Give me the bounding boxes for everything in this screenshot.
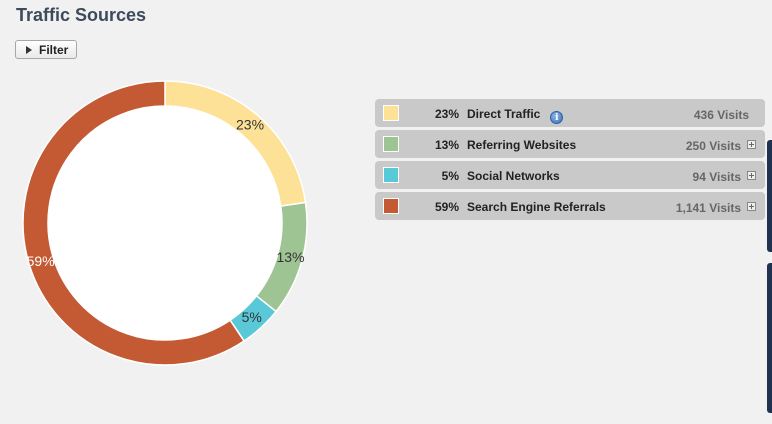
legend-visits: 94 Visits <box>692 170 741 184</box>
legend-row-referring-websites[interactable]: 13% Referring Websites 250 Visits <box>375 130 765 158</box>
donut-slice-search-engine-referrals[interactable] <box>22 80 246 366</box>
traffic-legend: 23% Direct Traffic i 436 Visits 13% Refer… <box>375 99 765 223</box>
traffic-donut-chart: 23% 13% 5% 59% <box>22 80 308 366</box>
legend-swatch <box>383 167 399 183</box>
legend-visits: 250 Visits <box>685 139 741 153</box>
expand-plus-icon[interactable] <box>747 171 756 180</box>
legend-swatch <box>383 136 399 152</box>
legend-label: Social Networks <box>467 169 560 183</box>
legend-percent: 23% <box>434 107 459 121</box>
legend-swatch <box>383 198 399 214</box>
page-title: Traffic Sources <box>16 5 147 25</box>
filter-button-label: Filter <box>39 42 69 57</box>
legend-row-direct-traffic[interactable]: 23% Direct Traffic i 436 Visits <box>375 99 765 127</box>
legend-percent: 13% <box>434 138 459 152</box>
expand-plus-icon[interactable] <box>747 140 756 149</box>
filter-button[interactable]: Filter <box>15 40 77 59</box>
legend-row-search-engine-referrals[interactable]: 59% Search Engine Referrals 1,141 Visits <box>375 192 765 220</box>
legend-percent: 59% <box>434 200 459 214</box>
legend-swatch <box>383 105 399 121</box>
legend-visits: 1,141 Visits <box>675 201 741 215</box>
legend-row-social-networks[interactable]: 5% Social Networks 94 Visits <box>375 161 765 189</box>
legend-label: Referring Websites <box>467 138 577 152</box>
legend-label-text: Direct Traffic <box>467 107 541 121</box>
donut-data-label: 5% <box>242 309 262 325</box>
triangle-right-icon <box>26 45 32 54</box>
expand-plus-icon[interactable] <box>747 202 756 211</box>
donut-data-label: 59% <box>27 253 55 269</box>
legend-percent: 5% <box>441 169 459 183</box>
legend-label: Search Engine Referrals <box>467 200 606 214</box>
side-panel-edge <box>767 263 772 413</box>
legend-label: Direct Traffic i <box>467 107 564 124</box>
donut-data-label: 13% <box>276 249 304 265</box>
donut-hole <box>48 106 282 340</box>
side-panel-edge <box>767 140 772 252</box>
legend-visits: 436 Visits <box>693 108 749 122</box>
donut-data-label: 23% <box>236 117 264 133</box>
info-icon[interactable]: i <box>550 111 564 124</box>
